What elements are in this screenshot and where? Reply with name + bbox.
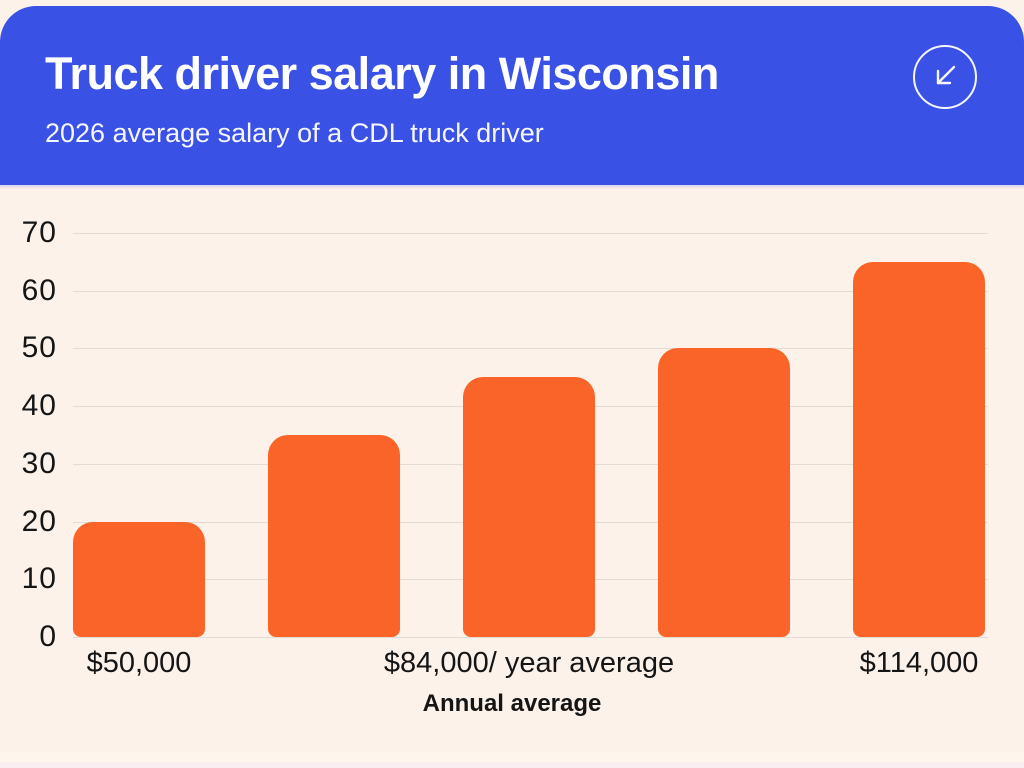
y-tick-label: 10 (21, 562, 57, 596)
gridline (73, 637, 988, 638)
x-tick-label: $114,000 (859, 647, 979, 679)
x-axis-title: Annual average (422, 690, 602, 717)
y-tick-label: 70 (21, 216, 57, 249)
x-tick-label: $84,000/ year average (383, 647, 675, 679)
page-subtitle: 2026 average salary of a CDL truck drive… (45, 118, 544, 148)
y-tick-label: 60 (21, 273, 57, 307)
bar (463, 377, 595, 637)
gridline (73, 290, 988, 292)
bar (73, 521, 205, 637)
page-title: Truck driver salary in Wisconsin (45, 48, 719, 99)
gridline (73, 348, 988, 350)
bottom-strip-pink (0, 762, 1024, 768)
salary-bar-chart: 0 10 20 30 40 50 60 70 $50,000 $84,000/ year ave… (0, 185, 1024, 768)
y-tick-label: 30 (21, 446, 57, 480)
bar (658, 348, 790, 637)
arrow-down-left-glyph (936, 65, 956, 85)
gridline (73, 233, 988, 234)
arrow-down-left-icon (913, 45, 977, 109)
y-tick-label: 40 (21, 389, 57, 423)
y-tick-label: 0 (39, 620, 57, 653)
bottom-strip-light (0, 752, 1024, 762)
header-bottom-edge (0, 185, 1024, 189)
y-tick-label: 20 (21, 504, 57, 538)
x-tick-label: $50,000 (86, 647, 192, 679)
bar (268, 435, 400, 637)
header-banner: Truck driver salary in Wisconsin 2026 av… (0, 6, 1024, 185)
bar (853, 261, 985, 637)
y-tick-label: 50 (21, 331, 57, 365)
